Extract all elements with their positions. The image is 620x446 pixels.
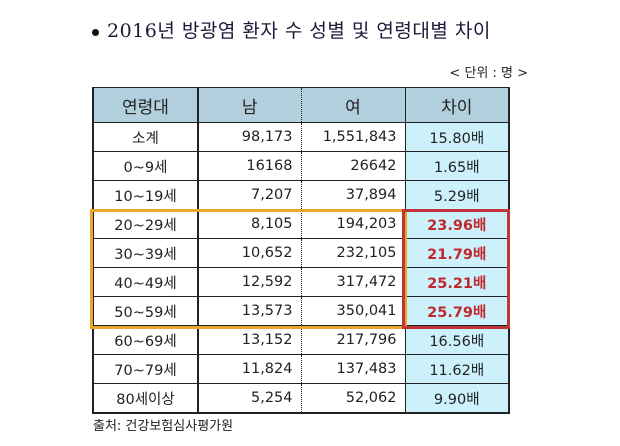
title-text: 2016년 방광염 환자 수 성별 및 연령대별 차이 [107, 20, 491, 42]
female-cell: 52,062 [301, 383, 406, 414]
header-female: 여 [301, 87, 406, 123]
diff-cell: 25.21배 [405, 267, 510, 297]
male-cell: 98,173 [198, 122, 302, 152]
table-row: 30~39세 10,652 232,105 21.79배 [92, 238, 510, 268]
page-title: 2016년 방광염 환자 수 성별 및 연령대별 차이 [92, 16, 491, 43]
table-row: 20~29세 8,105 194,203 23.96배 [92, 209, 510, 239]
male-cell: 8,105 [198, 209, 302, 239]
table-row: 40~49세 12,592 317,472 25.21배 [92, 267, 510, 297]
diff-cell: 15.80배 [405, 122, 510, 152]
female-cell: 317,472 [301, 267, 406, 297]
diff-cell: 1.65배 [405, 151, 510, 181]
bullet-icon [92, 28, 99, 36]
male-cell: 7,207 [198, 180, 302, 210]
age-cell: 80세이상 [92, 383, 199, 414]
age-cell: 소계 [92, 122, 199, 152]
unit-label: < 단위 : 명 > [449, 66, 528, 81]
header-age: 연령대 [92, 87, 199, 123]
diff-cell: 23.96배 [405, 209, 510, 239]
age-cell: 40~49세 [92, 267, 199, 297]
female-cell: 350,041 [301, 296, 406, 326]
patient-table: 연령대 남 여 차이 소계 98,173 1,551,843 15.80배 0~9세 16… [92, 87, 510, 414]
table-row: 0~9세 16168 26642 1.65배 [92, 151, 510, 181]
female-cell: 37,894 [301, 180, 406, 210]
age-cell: 70~79세 [92, 354, 199, 384]
diff-cell: 25.79배 [405, 296, 510, 326]
female-cell: 137,483 [301, 354, 406, 384]
male-cell: 10,652 [198, 238, 302, 268]
female-cell: 1,551,843 [301, 122, 406, 152]
table-row: 10~19세 7,207 37,894 5.29배 [92, 180, 510, 210]
age-cell: 60~69세 [92, 325, 199, 355]
header-row: 연령대 남 여 차이 [92, 87, 510, 123]
table-row: 70~79세 11,824 137,483 11.62배 [92, 354, 510, 384]
table-row: 소계 98,173 1,551,843 15.80배 [92, 122, 510, 152]
male-cell: 11,824 [198, 354, 302, 384]
diff-cell: 16.56배 [405, 325, 510, 355]
diff-cell: 21.79배 [405, 238, 510, 268]
male-cell: 12,592 [198, 267, 302, 297]
age-cell: 30~39세 [92, 238, 199, 268]
female-cell: 194,203 [301, 209, 406, 239]
male-cell: 13,152 [198, 325, 302, 355]
source-note: 출처: 건강보험심사평가원 [93, 419, 234, 434]
age-cell: 20~29세 [92, 209, 199, 239]
table-row: 60~69세 13,152 217,796 16.56배 [92, 325, 510, 355]
age-cell: 50~59세 [92, 296, 199, 326]
diff-cell: 9.90배 [405, 383, 510, 414]
male-cell: 16168 [198, 151, 302, 181]
male-cell: 5,254 [198, 383, 302, 414]
header-diff: 차이 [405, 87, 510, 123]
table-row: 50~59세 13,573 350,041 25.79배 [92, 296, 510, 326]
age-cell: 0~9세 [92, 151, 199, 181]
table-row: 80세이상 5,254 52,062 9.90배 [92, 383, 510, 414]
age-cell: 10~19세 [92, 180, 199, 210]
female-cell: 232,105 [301, 238, 406, 268]
diff-cell: 11.62배 [405, 354, 510, 384]
male-cell: 13,573 [198, 296, 302, 326]
female-cell: 26642 [301, 151, 406, 181]
diff-cell: 5.29배 [405, 180, 510, 210]
header-male: 남 [198, 87, 302, 123]
female-cell: 217,796 [301, 325, 406, 355]
